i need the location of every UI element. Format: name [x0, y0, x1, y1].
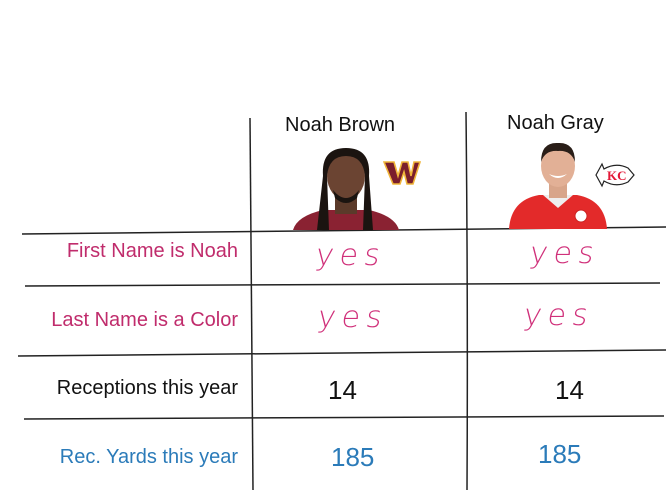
player-photo-noah-gray [509, 142, 607, 229]
row-label-rec-yards: Rec. Yards this year [59, 446, 238, 468]
row-value-last-name-noah-gray: yes [521, 298, 597, 333]
row-label-first-name: First Name is Noah [66, 240, 238, 262]
row-value-rec-yards-noah-gray: 185 [538, 439, 582, 469]
player-photo-noah-brown [293, 148, 399, 230]
row-value-rec-yards-noah-brown: 185 [331, 442, 375, 472]
svg-text:KC: KC [607, 168, 627, 183]
row-value-last-name-noah-brown: yes [315, 300, 391, 335]
row-label-receptions: Receptions this year [56, 377, 238, 399]
row-value-receptions-noah-gray: 14 [555, 375, 584, 405]
row-divider [24, 282, 661, 287]
row-value-receptions-noah-brown: 14 [328, 375, 357, 405]
row-value-first-name-noah-gray: yes [527, 236, 603, 271]
row-divider [23, 415, 665, 420]
player-name-noah-gray: Noah Gray [507, 112, 604, 134]
column-divider [249, 117, 254, 491]
row-divider [17, 349, 666, 357]
kansas-city-chiefs-logo-icon: KC [595, 162, 635, 188]
row-value-first-name-noah-brown: yes [313, 238, 389, 273]
player-name-noah-brown: Noah Brown [285, 114, 396, 136]
column-divider [465, 111, 469, 491]
washington-commanders-logo-icon [383, 161, 421, 185]
row-label-last-name: Last Name is a Color [51, 309, 238, 331]
